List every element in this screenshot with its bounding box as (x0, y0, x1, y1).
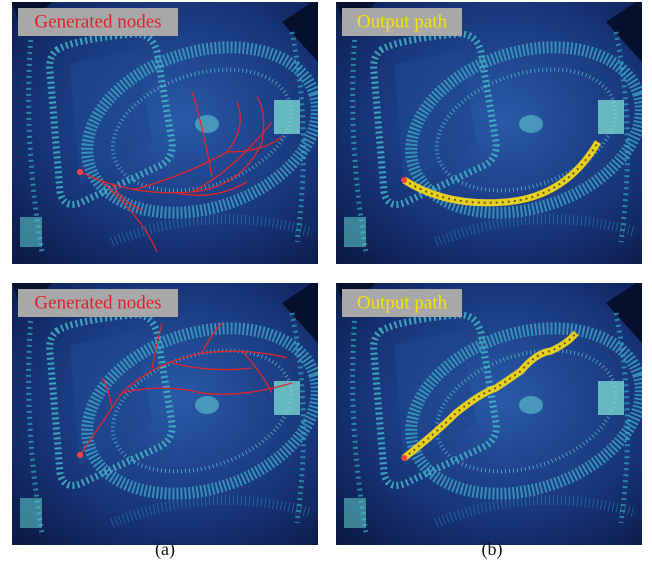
node-tree (79, 322, 293, 456)
label-box (18, 289, 178, 317)
panel-label: Generated nodes (34, 292, 161, 313)
caption: (b) (482, 539, 503, 560)
panel: Generated nodes (12, 2, 338, 264)
start-point (77, 452, 83, 458)
output-path (401, 330, 579, 461)
caption: (a) (155, 539, 175, 560)
start-point (401, 177, 407, 183)
start-point (401, 455, 407, 461)
output-path-nodes (403, 141, 599, 204)
panel-label: Output path (357, 292, 448, 313)
panel: Generated nodes (12, 283, 338, 545)
point-cloud (336, 2, 652, 264)
label-box (342, 289, 462, 317)
point-cloud (12, 2, 338, 264)
start-point (77, 169, 83, 175)
panel: Output path (336, 283, 652, 545)
panel: Output path (336, 2, 652, 264)
point-cloud (12, 283, 338, 545)
panel-label: Generated nodes (34, 11, 161, 32)
label-box (18, 8, 178, 36)
label-box (342, 8, 462, 36)
node-tree (79, 91, 283, 253)
panel-label: Output path (357, 11, 448, 32)
point-cloud (336, 283, 652, 545)
